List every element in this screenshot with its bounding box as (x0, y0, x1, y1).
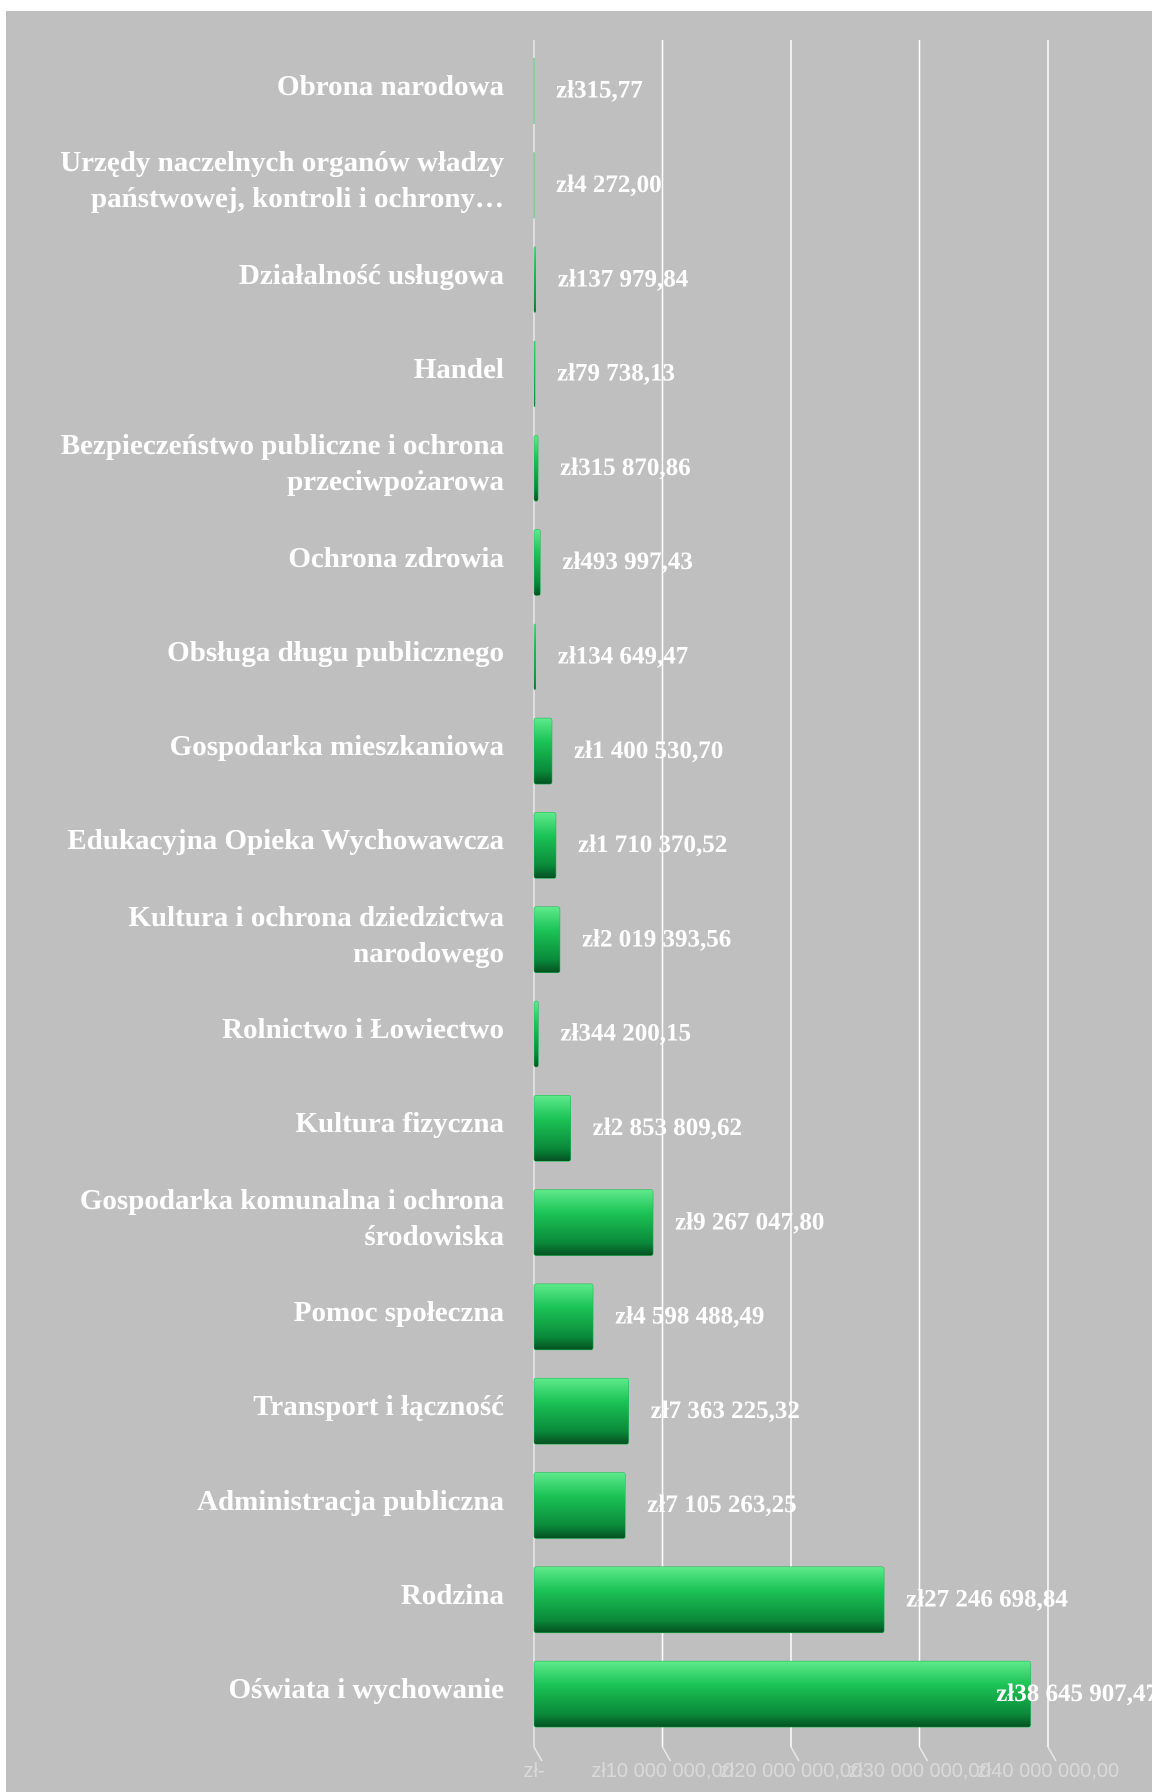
category-label: Urzędy naczelnych organów władzy państwo… (60, 146, 504, 215)
value-label: zł4 598 488,49 (615, 1303, 764, 1330)
value-label: zł9 267 047,80 (675, 1208, 824, 1235)
category-label: Kultura fizyczna (295, 1107, 504, 1140)
bar (533, 1566, 885, 1634)
tick-mark (918, 1746, 929, 1762)
category-label: Transport i łączność (253, 1390, 504, 1423)
value-label: zł7 363 225,32 (651, 1397, 800, 1424)
tick-mark (1047, 1746, 1057, 1762)
tick-mark (790, 1746, 800, 1762)
bar (533, 717, 553, 785)
bar (533, 623, 536, 691)
value-label: zł4 272,00 (556, 171, 662, 198)
category-label: Pomoc społeczna (293, 1295, 504, 1328)
value-label: zł134 649,47 (558, 643, 689, 670)
category-label: Handel (413, 352, 504, 385)
category-label: Administracja publiczna (197, 1484, 504, 1517)
x-tick-label: zł20 000 000,00 (720, 1760, 862, 1782)
bar (533, 906, 561, 973)
x-tick-label: zł30 000 000,00 (848, 1760, 990, 1782)
x-tick-label: zł10 000 000,00 (591, 1760, 733, 1782)
x-tick-label: zł- (523, 1760, 544, 1782)
bar (533, 1377, 629, 1445)
bar (533, 246, 537, 313)
category-label: Działalność usługowa (238, 258, 504, 291)
value-label: zł344 200,15 (560, 1020, 691, 1047)
bar (533, 1095, 571, 1162)
bar (533, 1189, 654, 1256)
value-label: zł493 997,43 (562, 548, 693, 575)
value-label: zł2 853 809,62 (593, 1114, 742, 1141)
category-label: Obsługa długu publicznego (167, 635, 504, 668)
category-label: Edukacyjna Opieka Wychowawcza (67, 824, 504, 857)
value-label: zł79 738,13 (557, 360, 675, 387)
category-label: Rolnictwo i Łowiectwo (222, 1013, 504, 1045)
value-label: zł1 710 370,52 (578, 831, 727, 858)
value-label: zł2 019 393,56 (582, 925, 731, 952)
bar (533, 1000, 539, 1068)
value-label: zł315 870,86 (560, 454, 691, 481)
category-label: Ochrona zdrowia (288, 541, 504, 574)
category-label: Rodzina (400, 1578, 504, 1611)
bar (533, 1283, 594, 1351)
bar (533, 812, 557, 879)
value-label: zł1 400 530,70 (574, 737, 723, 764)
value-label: zł7 105 263,25 (647, 1491, 796, 1518)
value-label: zł27 246 698,84 (906, 1586, 1068, 1613)
bar (533, 434, 539, 502)
category-label: Obrona narodowa (277, 70, 504, 102)
tick-mark (661, 1746, 672, 1762)
bar (533, 1472, 626, 1539)
category-label: Gospodarka mieszkaniowa (169, 730, 504, 763)
category-label: Oświata i wychowanie (228, 1673, 505, 1706)
category-label: Kultura i ochrona dziedzictwa narodowego (128, 900, 504, 969)
tick-mark (533, 1746, 543, 1762)
category-label: Gospodarka komunalna i ochrona środowisk… (79, 1183, 504, 1252)
bar (533, 529, 541, 596)
x-tick-label: zł40 000 000,00 (977, 1760, 1119, 1782)
value-label: zł315,77 (556, 77, 643, 104)
value-label: zł137 979,84 (558, 265, 689, 292)
category-label: Bezpieczeństwo publiczne i ochrona przec… (60, 429, 504, 498)
bar (533, 1660, 1031, 1728)
value-label: zł38 645 907,47 (996, 1680, 1158, 1707)
bar (533, 340, 536, 408)
